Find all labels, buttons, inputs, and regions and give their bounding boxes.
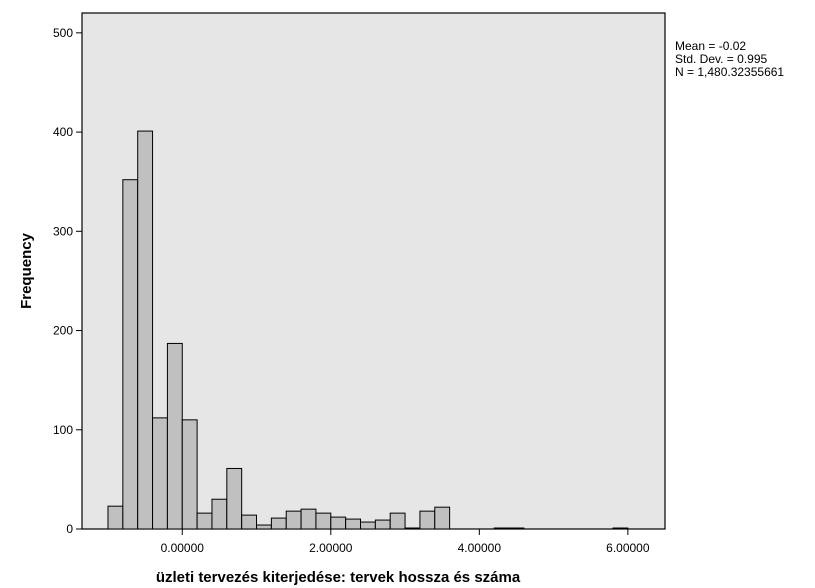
histogram-bar: [137, 130, 154, 530]
y-tick-label: 300: [53, 224, 73, 238]
histogram-bar: [419, 510, 436, 530]
histogram-bar: [315, 512, 332, 530]
histogram-bar: [285, 510, 302, 530]
x-tick-label: 4.00000: [458, 541, 502, 555]
histogram-bar: [434, 506, 451, 530]
statistics-box: Mean = -0.02 Std. Dev. = 0.995 N = 1,480…: [675, 39, 784, 79]
histogram-bar: [107, 505, 124, 530]
histogram-bar: [152, 417, 168, 530]
stat-n: N = 1,480.32355661: [675, 65, 784, 79]
stat-std-dev: Std. Dev. = 0.995: [675, 52, 767, 66]
histogram-bar: [241, 514, 258, 530]
histogram-bar: [226, 467, 243, 530]
histogram-bars: [107, 130, 629, 530]
histogram-bar: [300, 508, 317, 530]
histogram-bar: [374, 519, 391, 530]
y-tick-label: 500: [53, 26, 73, 40]
histogram-bar: [493, 527, 510, 530]
histogram-bar: [404, 527, 421, 530]
histogram-bar: [256, 524, 272, 530]
y-tick-label: 100: [53, 423, 73, 437]
x-tick-label: 6.00000: [606, 541, 650, 555]
y-axis-title: Frequency: [18, 232, 35, 309]
histogram-bar: [211, 498, 228, 530]
x-tick-label: 2.00000: [309, 541, 353, 555]
histogram-bar: [612, 527, 629, 530]
x-tick-label: 0.00000: [161, 541, 205, 555]
histogram-bar: [122, 179, 139, 530]
histogram-bar: [181, 419, 198, 530]
y-tick-label: 200: [53, 324, 73, 338]
histogram-bar: [270, 517, 287, 530]
y-tick-label: 400: [53, 125, 73, 139]
y-axis: 0 100 200 300 400 500: [53, 26, 82, 536]
histogram-bar: [389, 512, 406, 530]
y-tick-label: 0: [66, 522, 73, 536]
x-axis-title: üzleti tervezés kiterjedése: tervek hoss…: [156, 569, 521, 586]
histogram-bar: [196, 512, 213, 530]
stat-mean: Mean = -0.02: [675, 39, 746, 53]
histogram-bar: [330, 516, 347, 530]
histogram-bar: [166, 342, 183, 530]
histogram-bar: [345, 518, 362, 530]
histogram-bar: [508, 527, 525, 530]
x-axis: 0.00000 2.00000 4.00000 6.00000: [161, 529, 650, 555]
histogram-bar: [360, 521, 376, 530]
